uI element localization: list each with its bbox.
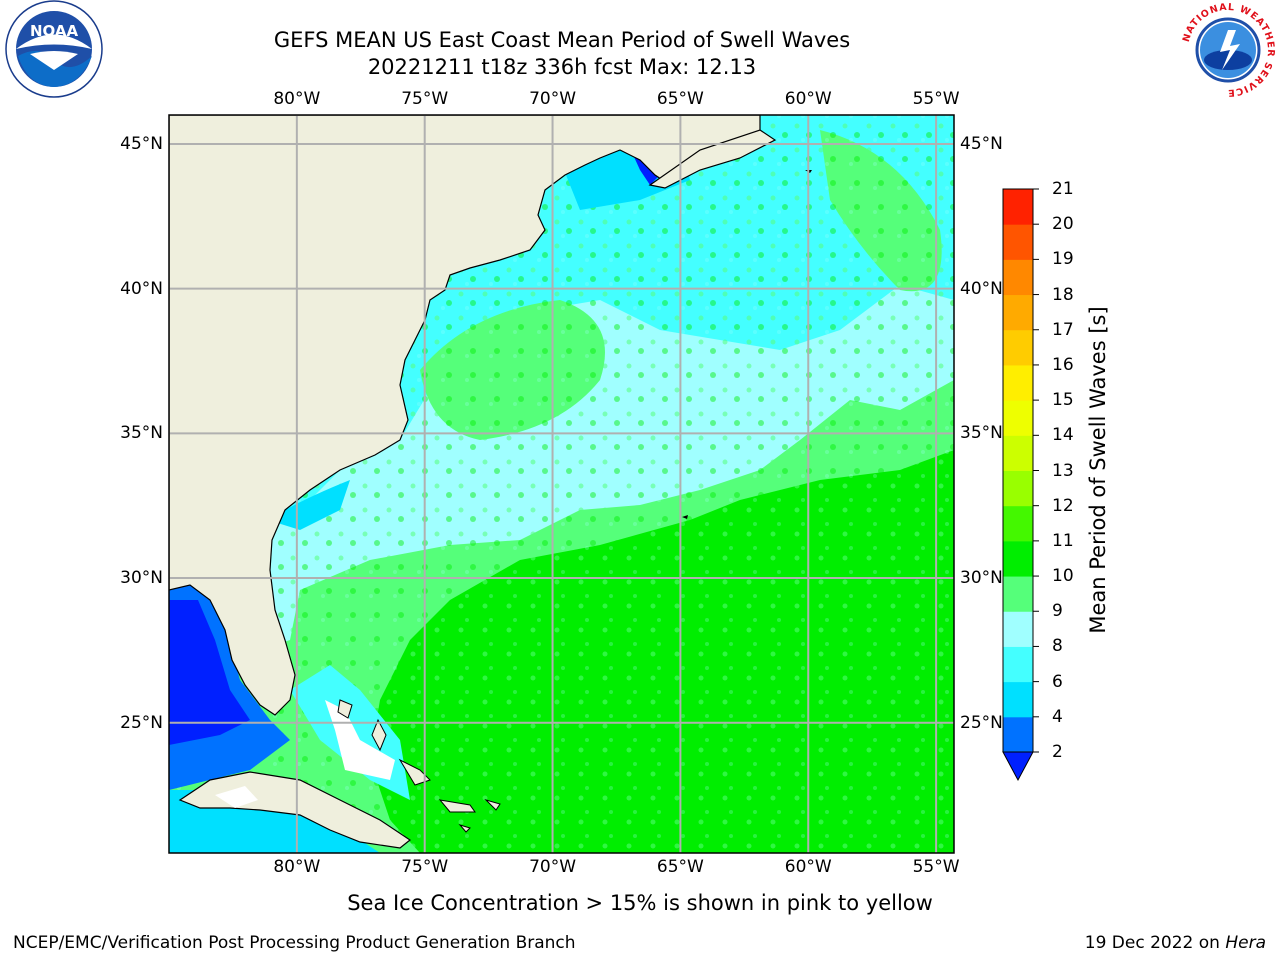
colorbar-segment xyxy=(1003,259,1033,296)
colorbar-underflow-arrow xyxy=(1002,751,1034,782)
colorbar-tick-label: 15 xyxy=(1052,390,1074,411)
noaa-logo-text: NOAA xyxy=(30,22,79,40)
lat-tick-label-right: 45°N xyxy=(960,133,1003,154)
colorbar-tick-label: 8 xyxy=(1052,636,1063,657)
colorbar-segment xyxy=(1003,329,1033,366)
lon-tick-label-top: 60°W xyxy=(784,89,832,109)
lon-tick-label-top: 65°W xyxy=(656,89,704,109)
footer-host: Hera xyxy=(1225,933,1266,953)
colorbar-tick-label: 21 xyxy=(1052,179,1074,199)
colorbar-segment xyxy=(1003,470,1033,507)
bahamas-banks xyxy=(325,700,395,780)
colorbar-tick-label: 17 xyxy=(1052,319,1074,340)
lon-tick-label-bottom: 80°W xyxy=(273,857,321,877)
lat-tick-label-left: 35°N xyxy=(120,423,163,444)
lat-tick-label-left: 30°N xyxy=(120,568,163,589)
colorbar-segment xyxy=(1003,681,1033,718)
lon-tick-label-bottom: 55°W xyxy=(912,857,960,877)
colorbar-label: Mean Period of Swell Waves [s] xyxy=(1086,306,1110,634)
chart-subtitle: 20221211 t18z 336h fcst Max: 12.13 xyxy=(367,55,757,79)
lat-tick-label-left: 40°N xyxy=(120,278,163,299)
noaa-logo-icon: NOAA xyxy=(5,0,103,98)
colorbar-tick-label: 19 xyxy=(1052,249,1074,270)
caption: Sea Ice Concentration > 15% is shown in … xyxy=(347,891,933,915)
colorbar-tick-label: 6 xyxy=(1052,671,1063,692)
land-north-america xyxy=(169,115,761,716)
colorbar-tick-label: 9 xyxy=(1052,601,1063,622)
colorbar-segment xyxy=(1003,646,1033,683)
lon-tick-label-bottom: 75°W xyxy=(401,857,449,877)
chart-title: GEFS MEAN US East Coast Mean Period of S… xyxy=(273,28,851,52)
colorbar-tick-label: 18 xyxy=(1052,284,1074,305)
colorbar-segment xyxy=(1003,435,1033,471)
colorbar-tick-label: 2 xyxy=(1052,742,1063,762)
footer-date: 19 Dec 2022 on Hera xyxy=(1084,933,1266,953)
colorbar-segment xyxy=(1003,224,1033,260)
colorbar-segment xyxy=(1003,400,1033,436)
lon-tick-label-top: 55°W xyxy=(912,89,960,109)
graticule xyxy=(169,115,954,853)
colorbar-segment xyxy=(1003,576,1033,612)
land-bahamas xyxy=(337,699,501,833)
colorbar-tick-label: 20 xyxy=(1052,214,1074,235)
lon-tick-label-bottom: 70°W xyxy=(529,857,577,877)
colorbar-tick-label: 4 xyxy=(1052,706,1063,727)
colorbar-segment xyxy=(1003,364,1033,401)
colorbar-segment xyxy=(1003,540,1033,577)
colorbar-tick-label: 13 xyxy=(1052,460,1074,481)
colorbar xyxy=(1002,188,1039,782)
lon-tick-label-bottom: 60°W xyxy=(784,857,832,877)
map-frame xyxy=(168,114,955,854)
colorbar-segment xyxy=(1003,189,1033,225)
lon-tick-label-top: 75°W xyxy=(401,89,449,109)
lat-tick-label-right: 25°N xyxy=(960,712,1003,733)
colorbar-segment xyxy=(1003,505,1033,542)
lon-tick-label-top: 70°W xyxy=(529,89,577,109)
colorbar-tick-label: 16 xyxy=(1052,354,1074,375)
lon-tick-label-top: 80°W xyxy=(273,89,321,109)
lon-tick-label-bottom: 65°W xyxy=(656,857,704,877)
footer-credit: NCEP/EMC/Verification Post Processing Pr… xyxy=(13,933,576,953)
colorbar-segment xyxy=(1003,294,1033,331)
colorbar-tick-label: 11 xyxy=(1052,530,1074,551)
lat-tick-label-right: 30°N xyxy=(960,568,1003,589)
lat-tick-label-right: 35°N xyxy=(960,423,1003,444)
colorbar-tick-label: 10 xyxy=(1052,566,1074,587)
nws-logo-icon: NATIONAL WEATHER SERVICE xyxy=(1181,2,1275,98)
lat-tick-label-left: 25°N xyxy=(120,712,163,733)
colorbar-segment xyxy=(1003,716,1033,753)
colorbar-segment xyxy=(1003,611,1033,647)
colorbar-tick-label: 12 xyxy=(1052,495,1074,516)
lat-tick-label-right: 40°N xyxy=(960,278,1003,299)
lat-tick-label-left: 45°N xyxy=(120,133,163,154)
colorbar-tick-label: 14 xyxy=(1052,425,1074,446)
